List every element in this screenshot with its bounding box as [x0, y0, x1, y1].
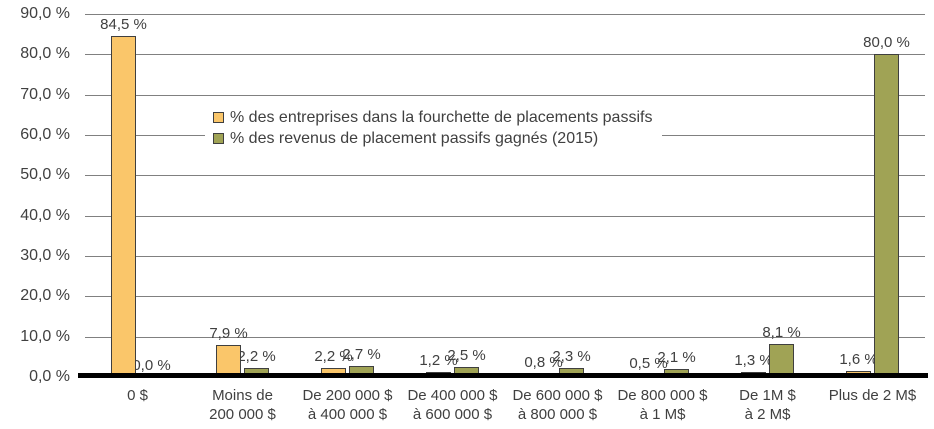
gridline: [85, 54, 925, 56]
legend-label-entreprises: % des entreprises dans la fourchette de …: [230, 108, 653, 126]
gridline: [85, 14, 925, 15]
gridline: [85, 94, 925, 96]
bar-series0-cat0: [111, 36, 136, 377]
y-axis-tick-label: 10,0 %: [20, 327, 70, 345]
y-axis-tick-label: 50,0 %: [20, 166, 70, 184]
x-axis-category-label: 0 $: [127, 387, 148, 404]
legend-swatch-revenus-icon: [213, 133, 224, 144]
bar-value-label-series1-cat7: 80,0 %: [863, 34, 910, 52]
y-axis-tick-label: 90,0 %: [20, 5, 70, 22]
y-axis-tick-label: 30,0 %: [20, 247, 70, 264]
gridline: [85, 175, 925, 177]
y-axis-tick-label: 40,0 %: [20, 206, 70, 224]
legend-label-revenus: % des revenus de placement passifs gagné…: [230, 129, 599, 147]
x-axis-category-label: De 200 000 $ à 400 000 $: [302, 387, 393, 423]
legend-item-revenus: % des revenus de placement passifs gagné…: [213, 128, 652, 149]
legend: % des entreprises dans la fourchette de …: [205, 102, 663, 154]
y-axis-tick-label: 20,0 %: [20, 287, 70, 305]
bar-value-label-series1-cat0: 0,0 %: [132, 357, 171, 374]
bar-value-label-series0-cat1: 7,9 %: [209, 325, 248, 343]
bar-value-label-series0-cat7: 1,6 %: [839, 350, 878, 368]
bar-value-label-series0-cat0: 84,5 %: [100, 16, 147, 34]
y-axis-tick-label: 70,0 %: [20, 85, 70, 103]
bar-value-label-series1-cat2: 2,7 %: [342, 346, 381, 364]
x-axis-category-label: Moins de 200 000 $: [209, 387, 276, 423]
gridline: [85, 336, 925, 338]
bar-value-label-series1-cat5: 2,1 %: [657, 348, 696, 366]
gridline: [85, 256, 925, 257]
gridline: [85, 296, 925, 298]
y-axis-tick-label: 60,0 %: [20, 126, 70, 143]
x-axis-line: [78, 373, 928, 378]
x-axis-category-label: De 400 000 $ à 600 000 $: [407, 387, 498, 423]
bar-value-label-series0-cat6: 1,3 %: [734, 351, 773, 369]
x-axis-category-label: De 600 000 $ à 800 000 $: [512, 387, 603, 423]
bar-series1-cat6: [769, 344, 794, 377]
x-axis-category-label: Plus de 2 M$: [828, 387, 917, 404]
bar-value-label-series1-cat4: 2,3 %: [552, 347, 591, 365]
x-axis-category-label: De 1M $ à 2 M$: [739, 387, 796, 423]
bar-value-label-series0-cat5: 0,5 %: [629, 355, 668, 372]
bar-value-label-series1-cat1: 2,2 %: [237, 348, 276, 366]
x-axis-category-label: De 800 000 $ à 1 M$: [617, 387, 708, 423]
bar-value-label-series0-cat3: 1,2 %: [419, 352, 458, 370]
y-axis-tick-label: 80,0 %: [20, 45, 70, 63]
bar-value-label-series1-cat3: 2,5 %: [447, 346, 486, 364]
bar-series1-cat7: [874, 54, 899, 377]
y-axis-tick-label: 0,0 %: [29, 368, 70, 385]
legend-item-entreprises: % des entreprises dans la fourchette de …: [213, 107, 652, 128]
bar-value-label-series0-cat4: 0,8 %: [524, 353, 563, 371]
bar-value-label-series1-cat6: 8,1 %: [762, 324, 801, 342]
gridline: [85, 215, 925, 217]
legend-swatch-entreprises-icon: [213, 112, 224, 123]
bar-value-label-series0-cat2: 2,2 %: [314, 348, 353, 366]
